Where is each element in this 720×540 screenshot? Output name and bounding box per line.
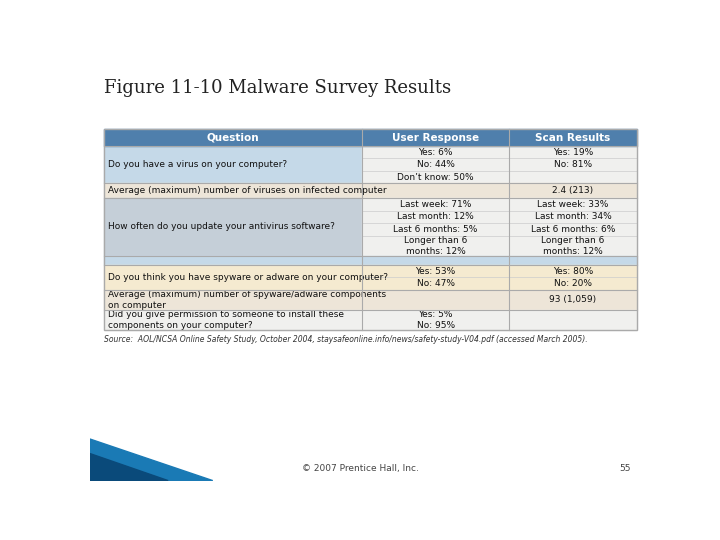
Text: Did you give permission to someone to install these
components on your computer?: Did you give permission to someone to in… <box>108 309 344 330</box>
Bar <box>362 265 509 277</box>
Bar <box>362 198 509 211</box>
Text: Average (maximum) number of viruses on infected computer: Average (maximum) number of viruses on i… <box>108 186 387 195</box>
Polygon shape <box>90 454 168 481</box>
Bar <box>509 223 636 235</box>
Bar <box>509 310 636 329</box>
Text: Last month: 12%: Last month: 12% <box>397 212 474 221</box>
Bar <box>509 277 636 290</box>
Text: 2.4 (213): 2.4 (213) <box>552 186 593 195</box>
Bar <box>362 255 509 265</box>
Bar <box>362 129 509 146</box>
Bar <box>104 255 362 265</box>
Bar <box>509 171 636 183</box>
Bar <box>362 183 509 198</box>
Text: Don’t know: 50%: Don’t know: 50% <box>397 173 474 181</box>
Text: No: 20%: No: 20% <box>554 279 592 288</box>
Bar <box>362 158 509 171</box>
Bar <box>509 290 636 310</box>
Bar <box>104 183 362 198</box>
Bar <box>104 265 362 290</box>
Text: Yes: 80%: Yes: 80% <box>553 267 593 275</box>
Text: Question: Question <box>207 132 259 143</box>
Bar <box>509 183 636 198</box>
Bar <box>362 171 509 183</box>
Text: User Response: User Response <box>392 132 480 143</box>
Text: Longer than 6
months: 12%: Longer than 6 months: 12% <box>404 235 467 256</box>
Bar <box>509 211 636 223</box>
Text: 93 (1,059): 93 (1,059) <box>549 295 596 304</box>
Text: Average (maximum) number of spyware/adware components
on computer: Average (maximum) number of spyware/adwa… <box>108 289 387 310</box>
Text: Last 6 months: 6%: Last 6 months: 6% <box>531 225 615 234</box>
Bar <box>104 310 362 329</box>
Bar <box>509 265 636 277</box>
Bar <box>104 129 362 146</box>
Bar <box>509 255 636 265</box>
Polygon shape <box>90 439 213 481</box>
Bar <box>104 146 362 183</box>
Bar <box>509 235 636 255</box>
Text: Figure 11-10 Malware Survey Results: Figure 11-10 Malware Survey Results <box>104 79 451 97</box>
Text: Last week: 71%: Last week: 71% <box>400 200 472 209</box>
Text: Source:  AOL/NCSA Online Safety Study, October 2004, staysafeonline.info/news/sa: Source: AOL/NCSA Online Safety Study, Oc… <box>104 335 588 343</box>
Text: No: 47%: No: 47% <box>417 279 454 288</box>
Text: Yes: 19%: Yes: 19% <box>553 147 593 157</box>
Bar <box>362 211 509 223</box>
Bar <box>509 129 636 146</box>
Text: Last week: 33%: Last week: 33% <box>537 200 608 209</box>
Text: 55: 55 <box>620 464 631 473</box>
Text: No: 44%: No: 44% <box>417 160 454 169</box>
Bar <box>509 198 636 211</box>
Text: Do you think you have spyware or adware on your computer?: Do you think you have spyware or adware … <box>108 273 388 282</box>
Bar <box>362 235 509 255</box>
Text: How often do you update your antivirus software?: How often do you update your antivirus s… <box>108 222 335 232</box>
Text: Yes: 5%
No: 95%: Yes: 5% No: 95% <box>417 309 455 330</box>
Text: Yes: 6%: Yes: 6% <box>418 147 453 157</box>
Text: Last 6 months: 5%: Last 6 months: 5% <box>394 225 478 234</box>
Text: No: 81%: No: 81% <box>554 160 592 169</box>
Text: Yes: 53%: Yes: 53% <box>415 267 456 275</box>
Text: Last month: 34%: Last month: 34% <box>534 212 611 221</box>
Bar <box>362 277 509 290</box>
Text: Do you have a virus on your computer?: Do you have a virus on your computer? <box>108 160 287 169</box>
Text: Longer than 6
months: 12%: Longer than 6 months: 12% <box>541 235 605 256</box>
Bar <box>104 290 362 310</box>
Text: Scan Results: Scan Results <box>535 132 611 143</box>
Bar <box>509 146 636 158</box>
Bar <box>362 146 509 158</box>
Bar <box>362 290 509 310</box>
Bar <box>362 223 509 235</box>
Bar <box>509 158 636 171</box>
Bar <box>362 310 509 329</box>
Text: © 2007 Prentice Hall, Inc.: © 2007 Prentice Hall, Inc. <box>302 464 419 473</box>
